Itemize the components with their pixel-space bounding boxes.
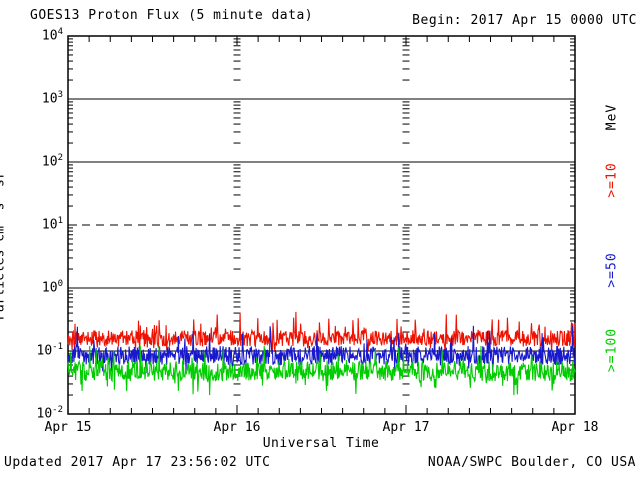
y-tick-label: 10-1: [36, 342, 64, 359]
x-tick-label: Apr 15: [44, 420, 92, 435]
series--100-mev: [67, 345, 576, 396]
chart-title: GOES13 Proton Flux (5 minute data): [30, 8, 314, 23]
legend-label-50: >=50: [604, 252, 620, 288]
series--10-mev: [67, 311, 576, 353]
legend-label-100: >=100: [604, 327, 620, 373]
y-tick-label: 103: [41, 90, 63, 107]
x-tick-label: Apr 18: [551, 420, 599, 435]
y-tick-label: 100: [41, 279, 63, 296]
x-axis-title: Universal Time: [262, 436, 380, 451]
legend-label-10: >=10: [604, 162, 620, 198]
updated-timestamp: Updated 2017 Apr 17 23:56:02 UTC: [4, 455, 271, 470]
x-tick-label: Apr 16: [213, 420, 261, 435]
y-tick-label: 10-2: [36, 405, 64, 422]
y-tick-label: 101: [41, 216, 63, 233]
y-tick-label: 104: [41, 27, 63, 44]
begin-timestamp: Begin: 2017 Apr 15 0000 UTC: [412, 13, 637, 28]
y-axis-title: Particles cm⁻²s⁻¹sr⁻¹: [0, 155, 8, 320]
y-tick-label: 102: [41, 153, 63, 170]
legend-units-label: MeV: [604, 103, 620, 131]
x-tick-label: Apr 17: [382, 420, 430, 435]
source-attribution: NOAA/SWPC Boulder, CO USA: [427, 455, 636, 470]
series--50-mev: [67, 325, 576, 374]
